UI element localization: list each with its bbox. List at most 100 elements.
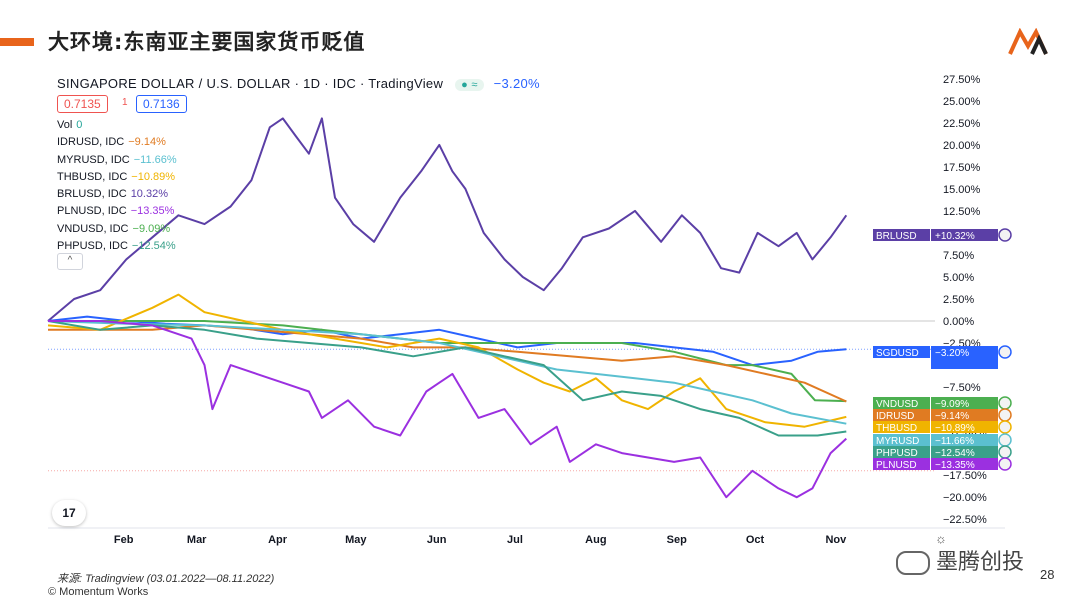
series-tag-name: IDRUSD [876,411,914,422]
legend-item[interactable]: VNDUSD, IDC −9.09% [57,222,171,235]
y-tick-label: −22.50% [943,514,987,526]
legend-item[interactable]: Vol 0 [57,119,83,131]
x-tick-label: Feb [114,534,134,546]
series-tag-idrusd [873,409,930,421]
y-tick-label: 0.00% [943,316,974,328]
series-value-box-sgdusd [931,346,998,358]
series-tag-phpusd [873,446,930,458]
y-tick-label: 2.50% [943,294,974,306]
chart-change-value: −3.20% [493,76,540,91]
series-tag-brlusd [873,229,930,241]
bid-price-button[interactable]: 0.7135 [57,95,108,113]
x-tick-label: Jun [427,534,447,546]
series-value-box-vndusd [931,397,998,409]
series-tag-name: PHPUSD [876,448,918,459]
series-value-box-brlusd [931,229,998,241]
series-tag-name: BRLUSD [876,231,917,242]
series-tag-name: VNDUSD [876,399,918,410]
flag-icon [998,396,1012,410]
series-tag-thbusd [873,421,930,433]
legend-item[interactable]: PLNUSD, IDC −13.35% [57,205,175,218]
y-tick-label: −17.50% [943,470,987,482]
series-tag-name: PLNUSD [876,460,917,471]
legend-item[interactable]: THBUSD, IDC −10.89% [57,170,176,183]
flag-icon [998,420,1012,434]
series-value-label: −3.20% [935,348,969,359]
series-tag-name: SGDUSD [876,348,919,359]
momentum-works-logo [1008,28,1048,55]
series-tag-plnusd [873,458,930,470]
series-value-box-plnusd [931,458,998,470]
series-value-box-idrusd [931,409,998,421]
series-tag-vndusd [873,397,930,409]
series-tag-myrusd [873,434,930,446]
y-tick-label: 15.00% [943,184,981,196]
x-tick-label: Oct [746,534,765,546]
legend-item[interactable]: IDRUSD, IDC −9.14% [57,136,166,149]
market-status-badge[interactable]: ● ≈ [455,79,484,91]
slide-title: 大环境:东南亚主要国家货币贬值 [48,30,366,54]
series-line-idrusd [48,324,847,403]
legend-item[interactable]: PHPUSD, IDC −12.54% [57,240,176,253]
x-tick-label: Jul [507,534,523,546]
x-tick-label: Sep [667,534,687,546]
x-tick-label: May [345,534,367,546]
legend-collapse-button[interactable]: ^ [57,253,83,270]
y-tick-label: 27.50% [943,74,981,86]
series-line-phpusd [47,320,847,437]
series-value-box-myrusd [931,434,998,446]
chart-title: SINGAPORE DOLLAR / U.S. DOLLAR · 1D · ID… [57,76,444,91]
series-value-label: −13.35% [935,460,975,471]
y-tick-label: −7.50% [943,382,981,394]
tradingview-logo[interactable]: 17 [52,500,86,526]
y-tick-label: 20.00% [943,140,981,152]
x-tick-label: Apr [268,534,288,546]
flag-icon [998,433,1012,447]
series-tag-name: MYRUSD [876,436,919,447]
flag-icon [998,408,1012,422]
series-value-label: −11.66% [935,436,974,447]
accent-bar [0,38,34,46]
legend-item[interactable]: BRLUSD, IDC 10.32% [57,188,168,201]
ask-price-button[interactable]: 0.7136 [136,95,187,113]
source-note: 来源: Tradingview (03.01.2022—08.11.2022) [57,573,275,585]
wechat-watermark: 墨腾创投 [896,544,1024,576]
y-tick-label: 25.00% [943,96,981,108]
series-tag-name: THBUSD [876,423,917,434]
wechat-icon [896,551,930,575]
x-tick-label: Nov [825,534,847,546]
series-line-thbusd [47,293,847,428]
series-value-label: −9.09% [935,399,969,410]
series-line-plnusd [48,320,847,499]
spread-value: 1 [122,97,128,108]
chart-header: SINGAPORE DOLLAR / U.S. DOLLAR · 1D · ID… [57,76,540,91]
series-line-vndusd [48,320,847,403]
legend-item[interactable]: MYRUSD, IDC −11.66% [57,153,177,166]
series-line-myrusd [47,320,847,425]
page-number: 28 [1040,567,1055,582]
y-tick-label: 7.50% [943,250,974,262]
flag-icon [998,345,1012,359]
flag-icon [998,445,1012,459]
y-tick-label: 5.00% [943,272,974,284]
copyright: © Momentum Works [48,586,149,598]
x-tick-label: Aug [585,534,606,546]
series-value-box-phpusd [931,446,998,458]
y-tick-label: 12.50% [943,206,981,218]
x-tick-label: Mar [187,534,207,546]
series-value-label: −10.89% [935,423,975,434]
sgdusd-countdown-box [931,358,998,369]
y-tick-label: 22.50% [943,118,981,130]
y-tick-label: 17.50% [943,162,981,174]
series-value-label: −9.14% [935,411,969,422]
settings-gear-icon[interactable]: ☼ [935,531,947,546]
y-tick-label: −20.00% [943,492,987,504]
flag-icon [998,457,1012,471]
series-value-label: +10.32% [935,231,975,242]
series-line-brlusd [47,117,848,322]
series-legend: Vol 0 IDRUSD, IDC −9.14% MYRUSD, IDC −11.66… [57,117,177,255]
series-value-box-thbusd [931,421,998,433]
flag-icon [998,228,1012,242]
